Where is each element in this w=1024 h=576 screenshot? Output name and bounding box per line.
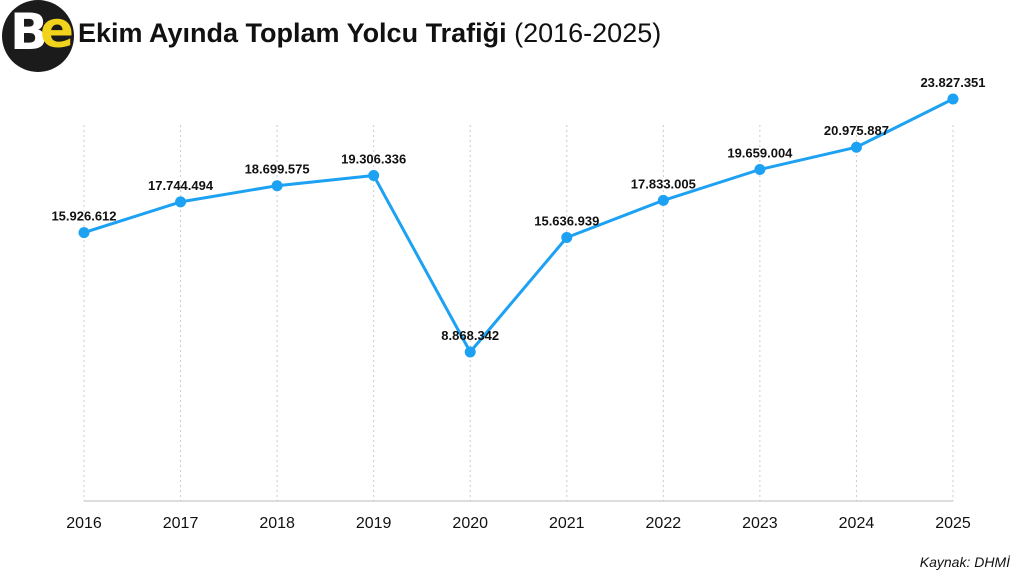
data-label-2020: 8.868.342	[441, 328, 499, 343]
logo-letter-b: B	[10, 3, 49, 61]
data-label-2023: 19.659.004	[727, 145, 793, 160]
page-title: Ekim Ayında Toplam Yolcu Trafiği (2016-2…	[78, 18, 661, 49]
data-label-2025: 23.827.351	[920, 75, 985, 90]
data-point-2022	[657, 194, 669, 206]
data-point-2024	[850, 141, 862, 153]
data-labels: 15.926.612 17.744.494 18.699.575 19.306.336…	[51, 75, 985, 343]
title-main: Ekim Ayında Toplam Yolcu Trafiği	[78, 18, 507, 48]
data-point-2020	[464, 346, 476, 358]
x-tick-2025: 2025	[935, 515, 971, 532]
data-point-2025	[947, 93, 959, 105]
data-points	[78, 93, 959, 358]
data-label-2024: 20.975.887	[824, 123, 889, 138]
title-sub: (2016-2025)	[514, 18, 662, 48]
data-label-2017: 17.744.494	[148, 178, 214, 193]
data-point-2018	[271, 180, 283, 192]
x-tick-2017: 2017	[163, 515, 199, 532]
data-label-2016: 15.926.612	[51, 209, 116, 224]
logo-letter-e: e	[40, 1, 74, 59]
x-tick-2018: 2018	[259, 515, 295, 532]
data-point-2023	[754, 163, 766, 175]
data-point-2017	[175, 196, 187, 208]
x-tick-2016: 2016	[66, 515, 102, 532]
x-tick-2024: 2024	[839, 515, 875, 532]
x-tick-2022: 2022	[646, 515, 682, 532]
x-tick-2023: 2023	[742, 515, 778, 532]
x-tick-2020: 2020	[452, 515, 488, 532]
data-label-2022: 17.833.005	[631, 176, 696, 191]
source-note: Kaynak: DHMİ	[919, 554, 1010, 570]
data-label-2018: 18.699.575	[245, 162, 310, 177]
data-point-2016	[78, 227, 90, 239]
x-tick-2019: 2019	[356, 515, 392, 532]
brand-logo: B e	[2, 0, 74, 72]
series-line	[83, 97, 954, 354]
data-point-2021	[561, 232, 573, 244]
data-label-2021: 15.636.939	[534, 214, 599, 229]
x-tick-labels: 2016 2017 2018 2019 2020 2021 2022 2023 2024 2025	[66, 515, 971, 532]
x-tick-2021: 2021	[549, 515, 585, 532]
grid-lines	[83, 125, 954, 501]
data-label-2019: 19.306.336	[341, 151, 406, 166]
data-point-2019	[368, 169, 380, 181]
